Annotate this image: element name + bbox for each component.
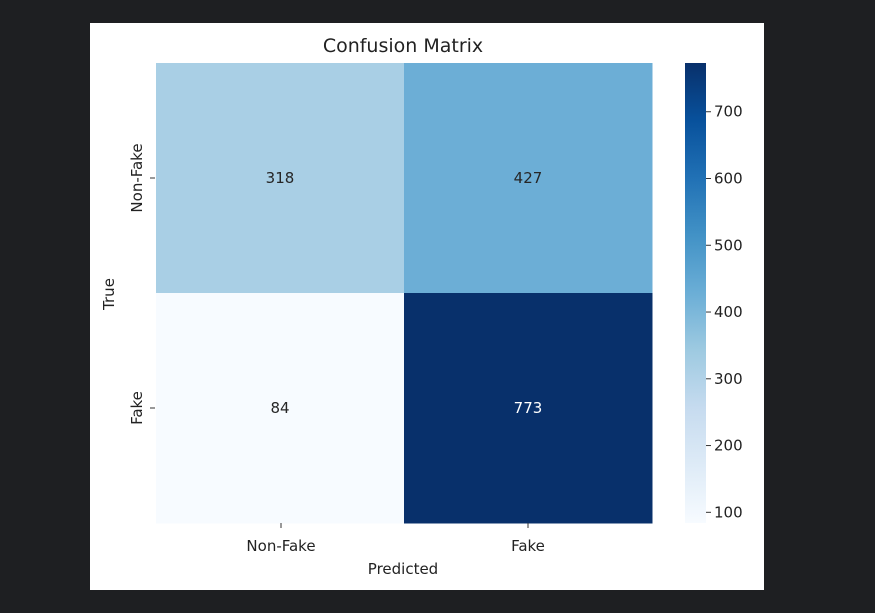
x-tick-label-fake: Fake [511, 537, 545, 555]
colorbar-tick-label: 600 [714, 170, 743, 188]
colorbar-tick-label: 700 [714, 103, 743, 121]
colorbar-tick-label: 100 [714, 503, 743, 521]
confusion-matrix-chart: Confusion Matrix 318 427 84 773 Non-Fake Fa… [100, 35, 743, 578]
x-axis-label: Predicted [368, 560, 438, 578]
colorbar-tick-label: 400 [714, 303, 743, 321]
chart-title: Confusion Matrix [323, 35, 483, 57]
cell-value-label: 84 [270, 399, 289, 417]
heatmap-cell [404, 63, 653, 294]
x-tick-label-non-fake: Non-Fake [246, 537, 315, 555]
heatmap-cell [156, 63, 405, 294]
colorbar [685, 63, 706, 523]
heatmap-cell [404, 293, 653, 524]
colorbar-tick-label: 200 [714, 437, 743, 455]
y-axis-label: True [100, 278, 118, 311]
heatmap-cell [156, 293, 405, 524]
cell-value-labels: 318 427 84 773 [266, 169, 543, 417]
figure: Confusion Matrix 318 427 84 773 Non-Fake Fa… [90, 23, 764, 590]
cell-value-label: 318 [266, 169, 295, 187]
heatmap-cells [156, 63, 653, 524]
y-axis-ticks: Non-Fake Fake [128, 143, 155, 425]
colorbar-tick-label: 300 [714, 370, 743, 388]
cell-value-label: 773 [514, 399, 543, 417]
colorbar-ticks: 100 200 300 400 500 600 700 [706, 103, 743, 521]
cell-value-label: 427 [514, 169, 543, 187]
colorbar-tick-label: 500 [714, 236, 743, 254]
x-axis-ticks: Non-Fake Fake [246, 523, 545, 555]
y-tick-label-non-fake: Non-Fake [128, 143, 146, 212]
y-tick-label-fake: Fake [128, 391, 146, 425]
